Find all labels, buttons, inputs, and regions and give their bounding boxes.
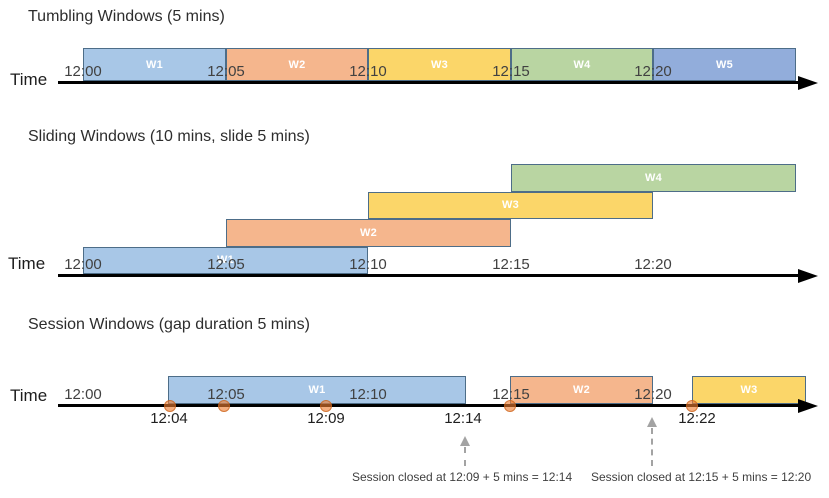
timeline-axis-tumbling [58,81,798,84]
window-label-tumbling-w3: W3 [430,58,449,71]
window-box-session-w2: W2 [510,376,653,404]
section-title-tumbling: Tumbling Windows (5 mins) [28,8,225,25]
time-axis-label-sliding: Time [8,254,46,273]
time-axis-label-session: Time [10,386,48,405]
timeline-axis-session [58,404,798,407]
tick-label-session-1210: 12:10 [349,386,387,403]
tick-label-sliding-1215: 12:15 [492,256,530,273]
event-time-label-1204: 12:04 [150,410,188,427]
timeline-arrowhead-icon-session [798,398,818,413]
annotation-arrowhead-icon-1 [460,436,470,446]
timeline-arrowhead-icon-tumbling [798,75,818,90]
window-label-sliding-w4: W4 [644,171,663,184]
annotation-arrow-shaft-2 [651,428,653,466]
tick-label-tumbling-1215: 12:15 [492,63,530,80]
window-label-tumbling-w4: W4 [573,58,591,71]
timeline-axis-sliding [58,274,798,277]
annotation-arrowhead-icon-2 [647,417,657,427]
tick-label-sliding-1205: 12:05 [207,256,245,273]
tick-label-tumbling-1210: 12:10 [349,63,387,80]
window-box-session-w3: W3 [692,376,806,404]
section-title-sliding: Sliding Windows (10 mins, slide 5 mins) [28,128,310,145]
tick-label-sliding-1220: 12:20 [634,256,672,273]
event-time-label-1214: 12:14 [444,410,482,427]
annotation-text-2: Session closed at 12:15 + 5 mins = 12:20 [591,470,812,484]
tick-label-tumbling-1220: 12:20 [634,63,672,80]
event-dot-5 [686,399,698,412]
window-label-session-w3: W3 [740,384,758,396]
window-box-tumbling-w3: W3 [368,48,511,81]
tick-label-tumbling-1200: 12:00 [64,63,102,80]
window-label-sliding-w2: W2 [359,226,378,239]
tick-label-session-1200: 12:00 [64,386,102,403]
annotation-arrow-shaft-1 [464,447,466,466]
window-label-sliding-w1: W1 [216,254,235,267]
window-box-tumbling-w1: W1 [83,48,226,81]
window-label-session-w1: W1 [308,384,326,396]
tick-label-tumbling-1205: 12:05 [207,63,245,80]
window-label-tumbling-w2: W2 [288,58,306,71]
window-box-tumbling-w5: W5 [653,48,796,81]
tick-label-session-1220: 12:20 [634,386,672,403]
section-title-session: Session Windows (gap duration 5 mins) [28,316,310,333]
event-dot-4 [504,399,516,412]
event-dot-3 [320,399,332,412]
window-box-tumbling-w4: W4 [511,48,653,81]
window-label-sliding-w3: W3 [501,199,520,212]
tick-label-session-1215: 12:15 [492,386,530,403]
tick-label-sliding-1200: 12:00 [64,256,102,273]
window-box-sliding-w3: W3 [368,191,653,219]
event-dot-2 [218,399,230,412]
window-box-tumbling-w2: W2 [226,48,368,81]
time-axis-label-tumbling: Time [10,70,48,89]
window-box-session-w1: W1 [168,376,466,404]
annotation-text-1: Session closed at 12:09 + 5 mins = 12:14 [352,470,573,484]
window-label-tumbling-w1: W1 [145,58,164,71]
event-dot-1 [164,399,176,412]
tick-label-session-1205: 12:05 [207,386,245,403]
tick-label-sliding-1210: 12:10 [349,256,387,273]
window-box-sliding-w4: W4 [511,164,796,192]
window-box-sliding-w2: W2 [226,219,511,247]
window-label-tumbling-w5: W5 [715,58,734,71]
window-label-session-w2: W2 [572,384,591,396]
window-box-sliding-w1: W1 [83,246,368,274]
timeline-arrowhead-icon-sliding [798,268,818,283]
event-time-label-1209: 12:09 [307,410,345,427]
event-time-label-1222: 12:22 [678,410,716,427]
